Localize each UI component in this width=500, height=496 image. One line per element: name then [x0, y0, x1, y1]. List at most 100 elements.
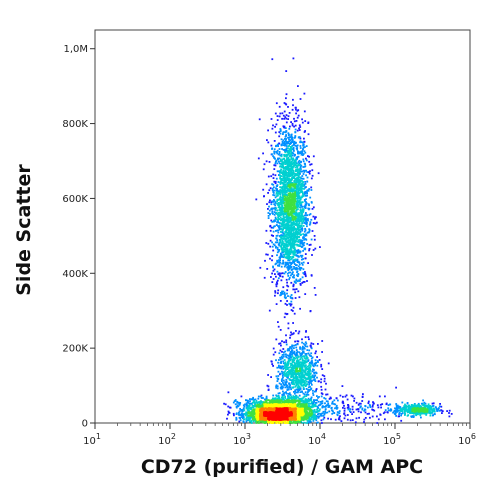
data-point: [279, 154, 282, 157]
data-point: [267, 175, 270, 178]
data-point: [297, 176, 300, 178]
data-point: [271, 272, 273, 275]
data-point: [294, 370, 296, 372]
data-point: [288, 152, 291, 154]
data-point: [302, 362, 305, 365]
data-point: [304, 274, 307, 277]
data-point: [316, 356, 318, 358]
data-point: [303, 222, 306, 224]
data-point: [273, 150, 276, 153]
data-point: [298, 229, 301, 232]
data-point: [301, 213, 303, 216]
data-point: [427, 403, 430, 406]
data-point: [291, 353, 293, 356]
data-point: [274, 216, 277, 219]
data-point: [296, 191, 299, 194]
data-point: [274, 294, 276, 297]
data-point: [304, 238, 307, 240]
data-point: [303, 421, 306, 424]
data-point: [377, 418, 380, 421]
data-point: [285, 238, 288, 241]
data-point: [294, 297, 297, 299]
data-point: [293, 231, 295, 234]
data-point: [304, 146, 306, 148]
data-point: [279, 186, 281, 188]
data-point: [310, 357, 313, 360]
data-point: [298, 216, 301, 219]
data-point: [371, 415, 374, 418]
data-point: [296, 353, 298, 356]
data-point: [275, 224, 278, 226]
data-point: [301, 121, 304, 124]
data-point: [304, 293, 307, 295]
data-point: [412, 404, 415, 407]
data-point: [305, 169, 307, 172]
data-point: [299, 364, 302, 367]
data-point: [288, 163, 290, 166]
data-point: [283, 195, 286, 198]
data-point: [338, 410, 341, 412]
data-point: [289, 235, 292, 237]
data-point: [299, 218, 302, 220]
data-point: [287, 168, 289, 171]
data-point: [298, 204, 300, 206]
data-point: [315, 390, 317, 393]
data-point: [267, 385, 270, 388]
data-point: [238, 410, 241, 413]
data-point: [295, 236, 298, 239]
data-point: [292, 382, 295, 384]
data-point: [281, 394, 284, 397]
data-point: [299, 209, 302, 212]
data-point: [308, 402, 311, 405]
data-point: [252, 399, 255, 402]
data-point: [283, 126, 286, 129]
data-point: [271, 255, 274, 257]
data-point: [282, 142, 284, 144]
data-point: [271, 153, 273, 156]
data-point: [308, 415, 310, 418]
data-point: [300, 356, 302, 359]
data-point: [281, 398, 284, 401]
data-point: [259, 403, 262, 405]
data-point: [290, 375, 293, 377]
data-point: [301, 262, 303, 265]
data-point: [293, 397, 295, 399]
data-point: [292, 372, 294, 375]
data-point: [280, 179, 283, 182]
data-point: [294, 174, 297, 177]
data-point: [241, 416, 244, 419]
data-point: [288, 234, 291, 237]
data-point: [272, 278, 275, 280]
data-point: [284, 391, 286, 394]
data-point: [271, 58, 274, 61]
data-point: [284, 350, 286, 353]
data-point: [297, 236, 300, 238]
data-point: [284, 374, 287, 377]
data-point: [287, 373, 290, 376]
data-point: [280, 379, 283, 381]
data-point: [294, 178, 297, 180]
data-point: [276, 184, 279, 186]
data-point: [312, 405, 315, 408]
data-point: [311, 412, 313, 415]
data-point: [287, 366, 290, 369]
data-point: [299, 141, 301, 144]
data-point: [297, 197, 300, 200]
data-point: [291, 122, 294, 125]
data-point: [238, 412, 240, 414]
data-point: [287, 106, 289, 108]
data-point: [306, 214, 308, 217]
data-point: [293, 242, 295, 244]
data-point: [292, 209, 295, 212]
data-point: [248, 414, 251, 417]
data-point: [302, 233, 305, 235]
data-point: [269, 239, 272, 242]
data-point: [301, 177, 304, 180]
data-point: [430, 407, 433, 410]
data-point: [283, 190, 285, 192]
data-point: [308, 228, 311, 231]
data-point: [278, 249, 281, 251]
data-point: [286, 300, 288, 302]
data-point: [307, 219, 309, 222]
data-point: [409, 408, 412, 411]
